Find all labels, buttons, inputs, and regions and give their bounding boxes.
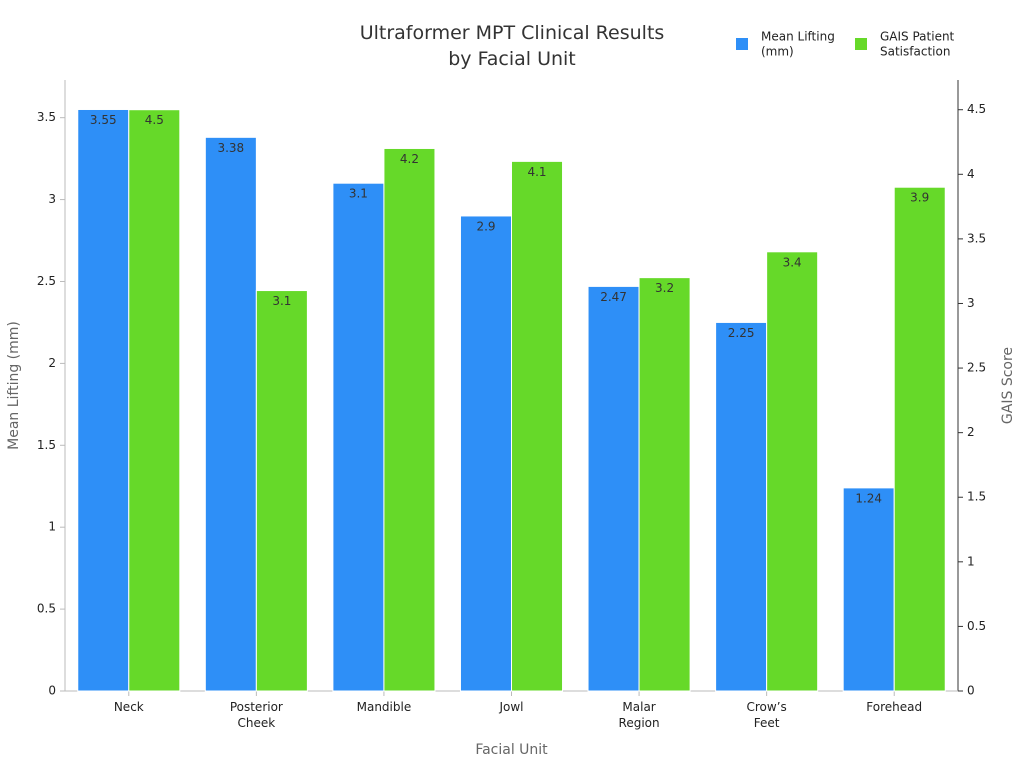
- bar: [511, 160, 564, 692]
- value-label: 3.1: [349, 187, 368, 201]
- value-label: 3.1: [272, 294, 291, 308]
- y-tick-label: 3: [48, 192, 56, 206]
- value-label: 2.47: [600, 290, 627, 304]
- value-label: 2.25: [728, 326, 755, 340]
- y-tick-label: 3.5: [37, 110, 56, 124]
- x-tick-label: Malar Region: [619, 700, 660, 730]
- x-tick-label: Mandible: [357, 700, 412, 714]
- legend-swatch: [736, 38, 748, 50]
- legend-label: Mean Lifting (mm): [761, 29, 835, 58]
- y-tick-label: 2: [48, 356, 56, 370]
- x-tick-label: Jowl: [498, 700, 523, 714]
- value-label: 2.9: [476, 219, 495, 233]
- y2-tick-label: 3.5: [967, 231, 986, 245]
- y2-tick-label: 4: [967, 167, 975, 181]
- y2-tick-label: 2.5: [967, 361, 986, 375]
- bar: [459, 215, 513, 692]
- bar: [842, 487, 895, 692]
- y2-tick-label: 1.5: [967, 490, 986, 504]
- value-label: 4.2: [400, 152, 419, 166]
- bar: [587, 285, 640, 692]
- value-label: 3.4: [783, 255, 802, 269]
- bar: [766, 251, 819, 692]
- y-tick-label: 0.5: [37, 602, 56, 616]
- bar: [128, 109, 181, 692]
- value-label: 3.38: [217, 141, 244, 155]
- value-label: 4.1: [527, 165, 546, 179]
- legend-swatch: [855, 38, 867, 50]
- y2-tick-label: 4.5: [967, 102, 986, 116]
- y-tick-label: 1.5: [37, 438, 56, 452]
- bar: [638, 277, 691, 692]
- y-axis-title: Mean Lifting (mm): [6, 321, 22, 450]
- y2-axis-title: GAIS Score: [1000, 347, 1016, 424]
- bar: [383, 147, 436, 692]
- y2-tick-label: 2: [967, 425, 975, 439]
- chart-title: Ultraformer MPT Clinical Results by Facia…: [360, 22, 665, 70]
- bar: [77, 108, 130, 692]
- value-label: 3.2: [655, 281, 674, 295]
- y-tick-label: 0: [48, 684, 56, 698]
- bar: [332, 182, 385, 692]
- y-tick-label: 2.5: [37, 274, 56, 288]
- y-tick-label: 1: [48, 520, 56, 534]
- legend-label: GAIS Patient Satisfaction: [880, 29, 955, 58]
- x-tick-label: Crow’s Feet: [747, 700, 787, 730]
- value-label: 3.55: [90, 113, 117, 127]
- bar: [255, 290, 308, 692]
- y2-tick-label: 0: [967, 684, 975, 698]
- y2-tick-label: 3: [967, 296, 975, 310]
- x-axis-title: Facial Unit: [475, 742, 548, 758]
- bar: [715, 321, 768, 692]
- y2-tick-label: 1: [967, 554, 975, 568]
- value-label: 3.9: [910, 191, 929, 205]
- x-tick-label: Forehead: [866, 700, 922, 714]
- x-tick-label: Neck: [114, 700, 144, 714]
- y2-tick-label: 0.5: [967, 619, 986, 633]
- x-tick-label: Posterior Cheek: [230, 700, 283, 730]
- value-label: 1.24: [855, 491, 882, 505]
- bar: [893, 186, 946, 692]
- value-label: 4.5: [145, 113, 164, 127]
- bar: [204, 136, 257, 692]
